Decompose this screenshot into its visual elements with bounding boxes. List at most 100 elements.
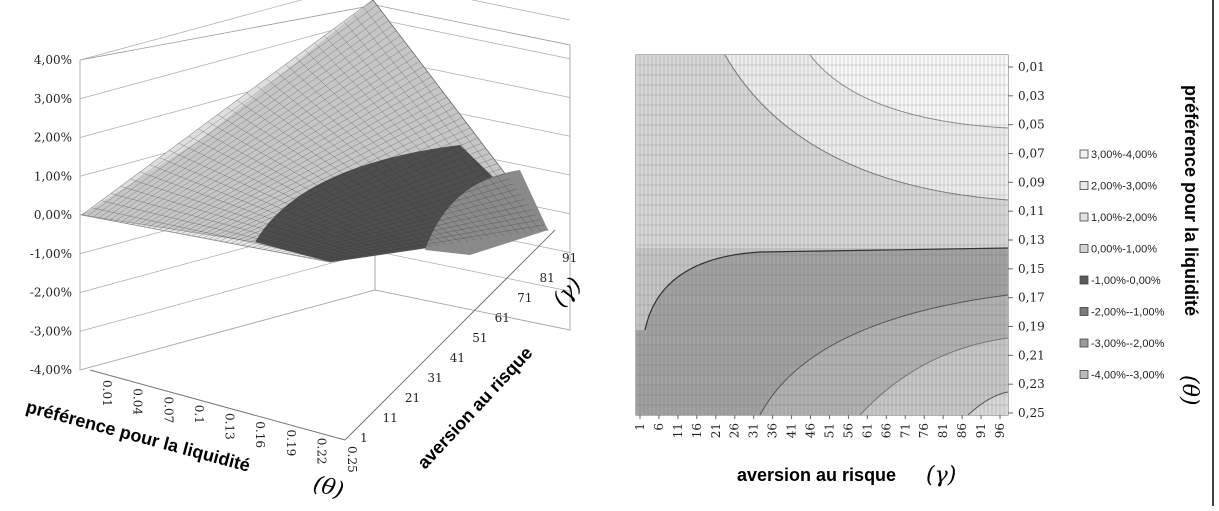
- gamma-axis-title: aversion au risque: [413, 343, 536, 473]
- x-tick-label: 36: [766, 423, 780, 438]
- contour-chart: 0,01 0,03 0,05 0,07 0,09 0,11 0,13 0,15 0,17 0,19…: [633, 54, 1202, 488]
- wall-gridline: [374, 289, 571, 331]
- z-tick-label: 3,00%: [34, 92, 72, 106]
- legend-label: -4,00%--3,00%: [1091, 370, 1165, 382]
- surface-deep-region: [425, 170, 548, 255]
- theta-tick-label: 0.16: [253, 421, 267, 448]
- z-tick-label: -4,00%: [30, 363, 72, 377]
- surface-mesh-line: [178, 143, 403, 252]
- region-2-to-3: [725, 55, 1008, 200]
- surface-mesh-line: [169, 150, 396, 253]
- gamma-tick-label: 31: [427, 371, 442, 385]
- x-tick-label: 51: [822, 423, 836, 438]
- x-tick-label: 91: [974, 423, 988, 438]
- surface-mesh-line: [285, 64, 483, 240]
- gamma-tick-label: 51: [472, 331, 487, 345]
- contour-y-title: préférence pour la liquidité: [1181, 85, 1201, 316]
- gamma-tick-label: 81: [540, 271, 555, 285]
- wall-gridline: [79, 289, 376, 371]
- contour-line-neg1: [759, 294, 1008, 415]
- wall-gridline: [79, 0, 303, 61]
- surface-mesh-line: [266, 78, 469, 242]
- x-tick-label: 81: [936, 423, 950, 438]
- gamma-tick-label: 1: [360, 431, 368, 445]
- x-tick-label: 86: [955, 423, 969, 438]
- surface-mesh-line: [140, 171, 374, 256]
- gamma-tick-label: 71: [517, 291, 532, 305]
- surface-mesh-line: [159, 157, 389, 254]
- legend-swatch: [1079, 244, 1089, 253]
- legend-swatch: [1079, 149, 1089, 159]
- y-tick-label: 0,21: [1018, 348, 1045, 362]
- theta-tick-label: 0.01: [100, 380, 114, 407]
- y-tick-label: 0,19: [1018, 320, 1045, 334]
- surface-mesh-line: [208, 121, 425, 249]
- surface-mesh-line: [304, 50, 498, 238]
- surface-mesh-line: [217, 114, 432, 248]
- theta-tick-label: 0.19: [284, 430, 298, 457]
- legend-label: 3,00%-4,00%: [1091, 149, 1157, 161]
- x-tick-label: 96: [993, 423, 1007, 438]
- gamma-tick-label: 91: [562, 251, 577, 265]
- surface-mesh-line: [237, 100, 447, 246]
- y-tick-label: 0,07: [1018, 147, 1045, 161]
- surface-mesh-line: [227, 107, 440, 247]
- surface-mesh-line: [91, 207, 338, 262]
- wall-gridline: [79, 250, 376, 332]
- x-tick-label: 26: [728, 423, 742, 438]
- surface-mesh-line: [275, 71, 476, 241]
- wall-gridline: [470, 0, 571, 21]
- region-neg-3-to-neg-2: [860, 338, 1008, 415]
- y-tick-label: 0,11: [1018, 204, 1045, 218]
- theta-tick-label: 0.1: [192, 405, 206, 424]
- y-tick-label: 0,09: [1018, 175, 1045, 189]
- surface-mesh-line: [334, 28, 520, 235]
- legend-label: -2,00%--1,00%: [1091, 307, 1165, 319]
- z-tick-label: 4,00%: [34, 53, 72, 67]
- z-tick-label: 2,00%: [34, 131, 72, 145]
- surface-mesh-line: [363, 7, 541, 232]
- surface-mesh-line: [130, 179, 367, 257]
- legend-label: 0,00%-1,00%: [1091, 244, 1157, 256]
- surface-mesh-line: [295, 57, 490, 239]
- gamma-tick-label: 21: [405, 391, 420, 405]
- gamma-axis-line: [344, 229, 556, 441]
- legend-label: 2,00%-3,00%: [1091, 181, 1157, 193]
- x-tick-label: 21: [709, 423, 723, 438]
- surface-mesh-line: [101, 200, 345, 261]
- theta-tick-label: 0.04: [131, 388, 145, 415]
- y-tick-label: 0,17: [1018, 291, 1045, 305]
- legend-label: -3,00%--2,00%: [1091, 338, 1165, 350]
- legend-swatch: [1079, 370, 1089, 379]
- surface-mesh-line: [188, 136, 411, 251]
- x-tick-label: 61: [860, 423, 874, 438]
- surface-mesh-line: [343, 21, 527, 234]
- contour-gridlines: [636, 55, 1008, 415]
- contour-y-ticks: 0,01 0,03 0,05 0,07 0,09 0,11 0,13 0,15 0,17 0,19…: [1008, 60, 1045, 420]
- contour-legend: 3,00%-4,00% 2,00%-3,00% 1,00%-2,00% 0,00%-1…: [1079, 149, 1165, 382]
- legend-swatch: [1079, 212, 1089, 222]
- legend-label: -1,00%-0,00%: [1091, 275, 1161, 287]
- gamma-tick-label: 61: [495, 311, 510, 325]
- x-tick-label: 41: [785, 423, 799, 438]
- y-tick-label: 0,03: [1018, 89, 1045, 103]
- contour-x-title: aversion au risque: [737, 465, 896, 485]
- region-1-to-2: [636, 55, 1008, 248]
- legend-swatch: [1079, 338, 1089, 348]
- z-tick-label: -2,00%: [30, 286, 72, 300]
- surface-mesh-line: [120, 186, 360, 258]
- gamma-tick-label: 11: [382, 411, 397, 425]
- surface-mesh-line: [324, 35, 512, 236]
- y-tick-label: 0,25: [1018, 406, 1045, 420]
- surface-chart: 4,00% 3,00% 2,00% 1,00% 0,00% -1,00% -2,00% -3,…: [24, 0, 587, 504]
- x-tick-label: 6: [652, 423, 666, 431]
- contour-line-0: [644, 247, 1008, 331]
- legend-swatch: [1079, 275, 1089, 285]
- z-tick-label: -3,00%: [30, 324, 72, 338]
- y-tick-label: 0,01: [1018, 60, 1045, 74]
- x-tick-label: 56: [841, 423, 855, 438]
- wall-gridline: [374, 250, 571, 292]
